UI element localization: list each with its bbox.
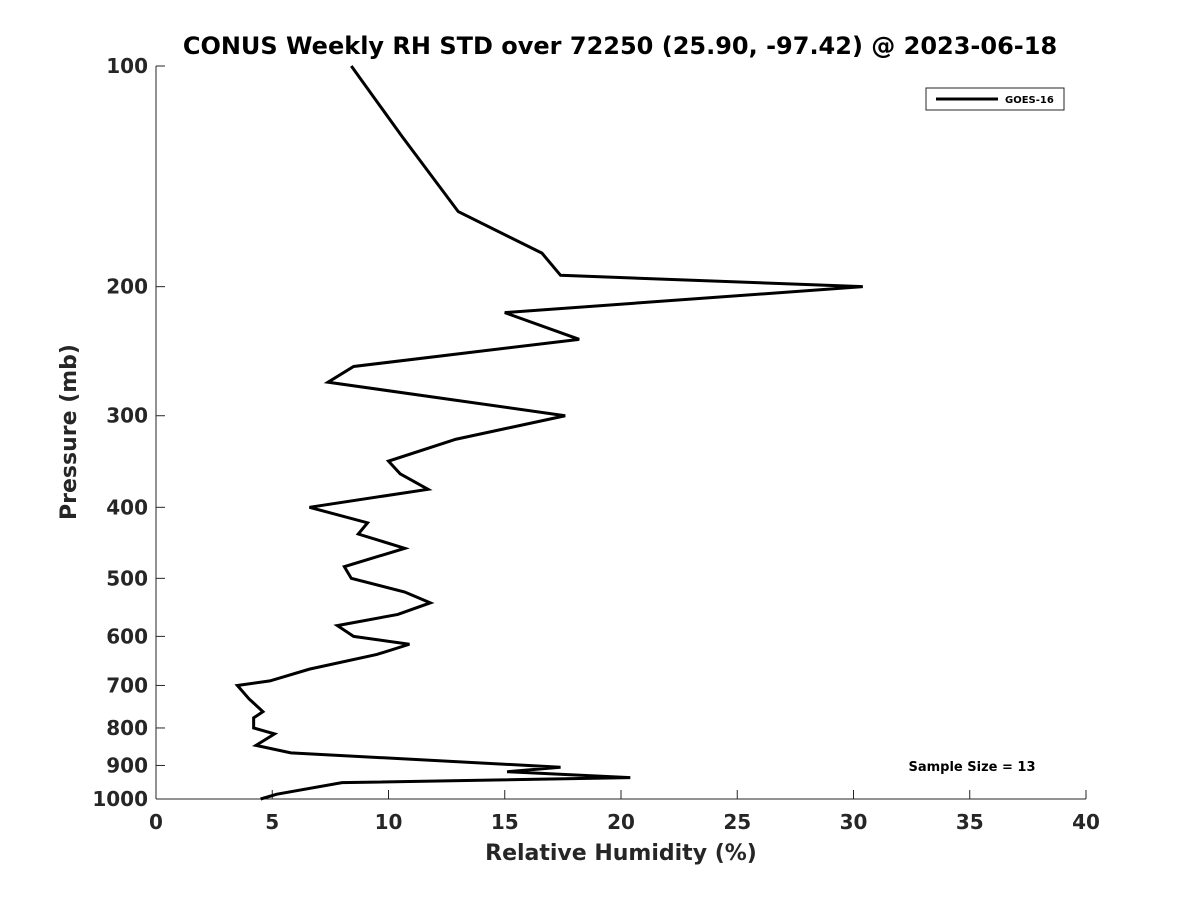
x-tick-label: 10 bbox=[375, 810, 403, 834]
x-tick-label: 15 bbox=[491, 810, 519, 834]
y-ticks: 100 200 300 400 500 600 700 800 900 1000 bbox=[92, 54, 165, 811]
sample-size-annotation: Sample Size = 13 bbox=[908, 760, 1035, 775]
y-tick-label: 300 bbox=[106, 404, 148, 428]
x-tick-label: 0 bbox=[149, 810, 163, 834]
y-tick-label: 800 bbox=[106, 716, 148, 740]
y-tick-label: 1000 bbox=[92, 787, 148, 811]
y-axis-label: Pressure (mb) bbox=[57, 344, 82, 520]
series-group bbox=[234, 65, 863, 801]
chart-title: CONUS Weekly RH STD over 72250 (25.90, -… bbox=[183, 32, 1057, 60]
x-ticks: 0 5 10 15 20 25 30 35 40 bbox=[149, 790, 1100, 834]
legend-entry-goes-16: GOES-16 bbox=[1005, 95, 1054, 106]
y-tick-label: 100 bbox=[106, 54, 148, 78]
y-tick-label: 700 bbox=[106, 673, 148, 697]
y-tick-label: 900 bbox=[106, 753, 148, 777]
x-tick-label: 40 bbox=[1072, 810, 1100, 834]
y-tick-label: 400 bbox=[106, 495, 148, 519]
y-tick-label: 200 bbox=[106, 275, 148, 299]
x-tick-label: 25 bbox=[723, 810, 751, 834]
x-tick-label: 30 bbox=[840, 810, 868, 834]
x-tick-label: 5 bbox=[265, 810, 279, 834]
x-tick-label: 20 bbox=[607, 810, 635, 834]
x-tick-label: 35 bbox=[956, 810, 984, 834]
legend: GOES-16 bbox=[925, 87, 1065, 111]
x-axis-label: Relative Humidity (%) bbox=[485, 841, 757, 866]
y-tick-label: 600 bbox=[106, 624, 148, 648]
series-line-goes-16 bbox=[234, 65, 863, 801]
y-tick-label: 500 bbox=[106, 566, 148, 590]
